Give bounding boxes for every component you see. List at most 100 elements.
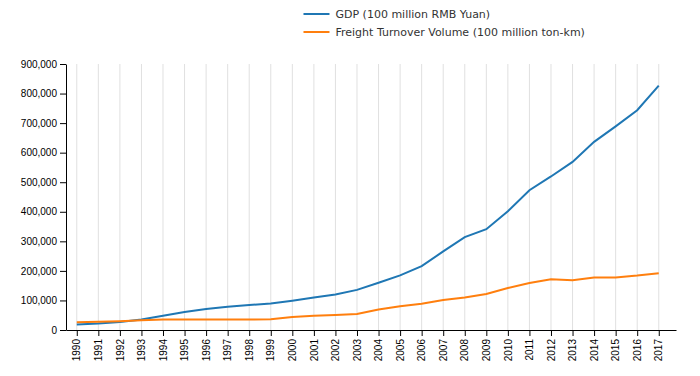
x-tick-mark [292,330,293,336]
x-tick: 1996 [201,330,212,361]
grid-line-x [184,64,185,330]
x-tick-label: 1990 [71,339,82,362]
x-tick: 2015 [610,330,621,361]
grid-line-x [76,64,77,330]
x-tick: 2003 [352,330,363,361]
x-tick: 2006 [416,330,427,361]
x-tick-mark [249,330,250,336]
y-axis-line [66,65,67,331]
y-tick: 500,000 [21,177,66,188]
y-tick: 800,000 [21,88,66,99]
x-tick-mark [551,330,552,336]
y-tick-mark [60,64,66,65]
y-tick: 900,000 [21,59,66,70]
x-tick: 1997 [222,330,233,361]
x-tick-mark [465,330,466,336]
x-tick: 1999 [265,330,276,361]
x-tick-label: 2007 [438,339,449,362]
y-tick-label: 300,000 [21,236,58,247]
grid-line-x [227,64,228,330]
legend: GDP (100 million RMB Yuan) Freight Turnov… [303,8,584,39]
x-tick: 2008 [459,330,470,361]
y-tick-label: 200,000 [21,266,58,277]
grid-line-x [335,64,336,330]
x-tick: 2000 [287,330,298,361]
x-tick: 2001 [309,330,320,361]
x-tick-label: 2009 [481,339,492,362]
y-tick-mark [60,212,66,213]
x-tick-mark [271,330,272,336]
x-tick: 2012 [546,330,557,361]
grid-line-x [292,64,293,330]
x-tick-mark [141,330,142,336]
x-tick-mark [529,330,530,336]
x-tick-label: 2000 [287,339,298,362]
x-tick-label: 2003 [352,339,363,362]
x-tick: 2011 [524,330,535,361]
x-tick-mark [422,330,423,336]
x-tick-mark [659,330,660,336]
x-tick: 1993 [136,330,147,361]
y-tick-mark [60,271,66,272]
y-tick-label: 800,000 [21,88,58,99]
x-tick-mark [637,330,638,336]
x-tick-mark [335,330,336,336]
x-tick-label: 2015 [610,339,621,362]
grid-line-x [141,64,142,330]
y-tick-mark [60,182,66,183]
x-tick-mark [573,330,574,336]
series-line [77,273,659,322]
x-tick: 2009 [481,330,492,361]
grid-line-x [464,64,465,330]
grid-line-x [615,64,616,330]
x-tick-label: 2004 [373,339,384,362]
legend-item: GDP (100 million RMB Yuan) [303,8,490,21]
y-tick: 600,000 [21,147,66,158]
grid-line-x [594,64,595,330]
grid-line-x [637,64,638,330]
grid-line-x [249,64,250,330]
y-tick-label: 100,000 [21,295,58,306]
y-tick-label: 500,000 [21,177,58,188]
x-tick-label: 2011 [524,339,535,361]
grid-line-x [507,64,508,330]
grid-line-x [162,64,163,330]
x-tick-label: 1991 [93,339,104,362]
y-tick: 0 [51,325,66,336]
y-tick-mark [60,123,66,124]
x-tick: 1992 [115,330,126,361]
x-tick-mark [314,330,315,336]
grid-line-x [550,64,551,330]
legend-item: Freight Turnover Volume (100 million ton… [303,26,584,39]
grid-line-x [119,64,120,330]
x-tick-label: 1992 [115,339,126,362]
y-axis: 0100,000200,000300,000400,000500,000600,… [21,59,67,336]
x-tick-mark [357,330,358,336]
x-tick: 1998 [244,330,255,361]
x-tick-label: 2013 [567,339,578,362]
x-tick: 2005 [395,330,406,361]
x-tick: 2013 [567,330,578,361]
y-tick-label: 600,000 [21,147,58,158]
x-tick: 1994 [158,330,169,361]
x-tick-mark [228,330,229,336]
x-tick-label: 1994 [158,339,169,362]
y-tick-label: 700,000 [21,118,58,129]
x-tick-mark [77,330,78,336]
grid-line-x [270,64,271,330]
grid-line-x [529,64,530,330]
plot: 1990199119921993199419951996199719981999… [21,59,677,362]
x-tick-mark [120,330,121,336]
legend-swatch [303,13,329,15]
grid-line-x [486,64,487,330]
x-tick-label: 1996 [201,339,212,362]
grid-line-x [378,64,379,330]
x-tick-mark [508,330,509,336]
x-tick: 2014 [589,330,600,361]
x-tick: 2010 [503,330,514,361]
legend-label: Freight Turnover Volume (100 million ton… [335,26,584,39]
x-tick-label: 1997 [222,339,233,362]
chart: 1990199119921993199419951996199719981999… [0,0,700,376]
x-tick-mark [486,330,487,336]
x-tick-mark [206,330,207,336]
